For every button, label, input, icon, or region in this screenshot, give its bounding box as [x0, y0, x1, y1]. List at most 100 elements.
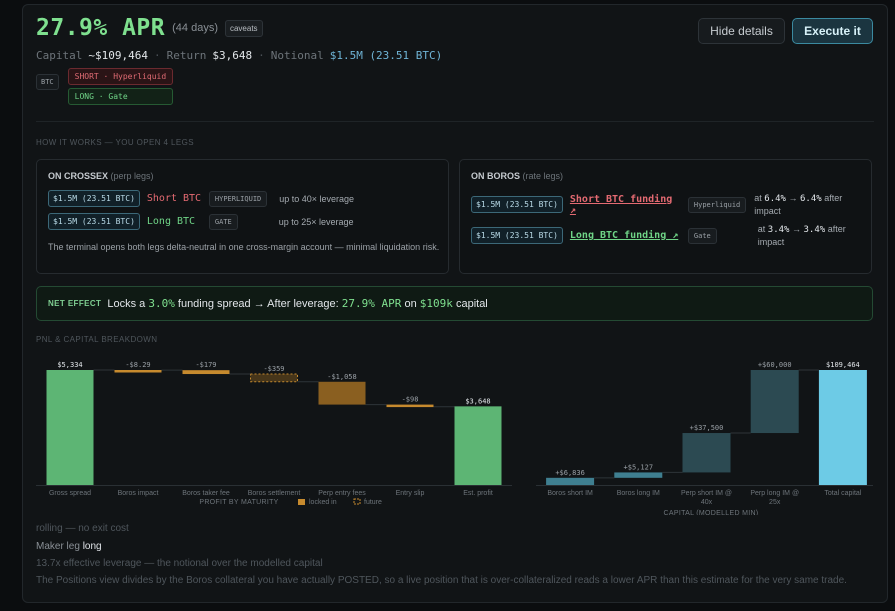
rate-to: 6.4%: [800, 194, 822, 204]
boros-subtitle: (rate legs): [522, 171, 564, 181]
net-text-1: Locks a: [107, 298, 146, 310]
waterfall-bar: [750, 370, 799, 434]
positions-note: The Positions view divides by the Boros …: [36, 575, 847, 586]
impact-prefix: at: [754, 193, 762, 203]
impact-suffix: after impact: [754, 193, 843, 216]
execute-button[interactable]: Execute it: [792, 18, 873, 44]
category-label: Boros taker fee: [182, 490, 230, 497]
apr-headline: 27.9% APR: [36, 15, 166, 41]
maker-leg-label: Maker leg: [36, 541, 80, 552]
category-label: Entry slip: [396, 490, 425, 497]
waterfall-bar: [114, 370, 162, 373]
waterfall-bar: [818, 370, 867, 485]
arrow-icon: →: [788, 193, 798, 203]
net-effect-banner: NET EFFECT Locks a 3.0% funding spread →…: [36, 286, 873, 321]
rolling-note: rolling — no exit cost: [36, 523, 129, 534]
separator: ·: [258, 49, 265, 62]
value-label: +$60,000: [758, 361, 792, 369]
boros-panel: ON BOROS (rate legs) $1.5M (23.51 BTC) S…: [459, 159, 872, 274]
category-label: Perp entry fees: [318, 490, 366, 497]
maker-leg-value: long: [82, 541, 102, 552]
category-label: Boros settlement: [248, 490, 301, 497]
capital-label: Capital: [36, 49, 83, 62]
value-label: $5,334: [57, 361, 82, 369]
net-effect-label: NET EFFECT: [48, 299, 102, 308]
waterfall-bar: [546, 477, 595, 485]
boros-long-row: $1.5M (23.51 BTC) Long BTC funding ↗ Gat…: [471, 223, 858, 248]
boros-title: ON BOROS (rate legs): [471, 171, 563, 181]
rate-from: 3.4%: [767, 225, 790, 235]
divider: [36, 121, 874, 122]
boros-short-row: $1.5M (23.51 BTC) Short BTC funding ↗ Hy…: [471, 192, 854, 217]
opportunity-header: 27.9% APR (44 days) caveats Capital ~$10…: [36, 15, 442, 105]
crossex-short-row: $1.5M (23.51 BTC) Short BTC HYPERLIQUID …: [48, 190, 354, 207]
value-label: $109,464: [826, 361, 860, 369]
crossex-long-row: $1.5M (23.51 BTC) Long BTC GATE up to 25…: [48, 213, 354, 230]
waterfall-bar: [614, 472, 663, 478]
waterfall-bar: [318, 381, 366, 405]
net-text-4: capital: [455, 298, 488, 310]
net-capital: $109k: [419, 297, 453, 310]
asset-tag: BTC: [36, 74, 59, 90]
short-btc-funding-link[interactable]: Short BTC funding ↗: [569, 193, 673, 216]
waterfall-bar: [454, 406, 502, 485]
notional-chip: $1.5M (23.51 BTC): [471, 196, 563, 213]
return-value: $3,648: [212, 49, 253, 62]
profit-waterfall-chart: $5,334 Gross spread -$8.29 Boros impact -$17…: [36, 361, 512, 506]
crossex-panel: ON CROSSEX (perp legs) $1.5M (23.51 BTC)…: [36, 159, 449, 274]
category-label: Boros long IM: [617, 490, 660, 497]
crossex-note: The terminal opens both legs delta-neutr…: [48, 242, 440, 252]
leverage-note: 13.7x effective leverage — the notional …: [36, 558, 323, 569]
long-btc-funding-link[interactable]: Long BTC funding ↗: [569, 230, 679, 241]
breakdown-label: PNL & CAPITAL BREAKDOWN: [36, 335, 158, 344]
return-label: Return: [166, 49, 207, 62]
caveats-badge[interactable]: caveats: [224, 19, 263, 37]
venue-hyperliquid: HYPERLIQUID: [208, 190, 268, 207]
category-label: Gross spread: [49, 490, 91, 497]
notional-chip: $1.5M (23.51 BTC): [48, 190, 140, 207]
separator: ·: [153, 49, 161, 62]
category-label: 40x: [701, 499, 713, 506]
x-axis-title: PROFIT BY MATURITY: [199, 499, 278, 506]
rate-to: 3.4%: [803, 225, 826, 235]
arrow-icon: →: [791, 224, 801, 234]
capital-waterfall-chart: +$6,836 Boros short IM +$5,127 Boros long I…: [536, 361, 873, 515]
rate-impact: at 3.4% → 3.4% after impact: [758, 223, 858, 248]
how-it-works-label: HOW IT WORKS — YOU OPEN 4 LEGS: [36, 138, 194, 147]
funding-spread: 3.0%: [148, 297, 175, 310]
legend-future-swatch: [353, 498, 361, 505]
legend-locked-label: locked in: [309, 499, 337, 506]
waterfall-bar: [682, 433, 731, 473]
value-label: +$5,127: [624, 463, 654, 471]
waterfall-bar: [182, 370, 230, 375]
capital-value: ~$109,464: [88, 49, 148, 62]
category-label: Perp long IM @: [750, 490, 799, 497]
venue-gate: GATE: [208, 213, 238, 230]
notional-value: $1.5M (23.51 BTC): [329, 49, 443, 62]
waterfall-bar: [250, 373, 298, 383]
category-label: Boros impact: [118, 490, 159, 497]
crossex-title-text: ON CROSSEX: [48, 171, 109, 181]
category-label: Boros short IM: [547, 490, 593, 497]
net-apr: 27.9% APR: [341, 297, 402, 310]
value-label: -$8.29: [125, 361, 150, 369]
maker-leg-row: Maker leg long: [36, 541, 102, 552]
hide-details-button[interactable]: Hide details: [698, 18, 785, 44]
impact-prefix: at: [757, 224, 766, 234]
leverage-note: up to 25× leverage: [278, 216, 354, 227]
value-label: +$37,500: [690, 424, 724, 432]
duration-label: (44 days): [172, 22, 218, 34]
legend-locked-swatch: [298, 499, 305, 505]
category-label: Est. profit: [463, 490, 493, 497]
value-label: -$98: [402, 396, 419, 404]
net-text-3: on: [404, 298, 417, 310]
short-leg-pill: SHORT · Hyperliquid: [67, 68, 174, 85]
leverage-note: up to 40× leverage: [279, 193, 355, 204]
venue-hyperliquid: Hyperliquid: [687, 196, 747, 213]
value-label: -$359: [263, 365, 284, 373]
legend-future-label: future: [364, 499, 382, 506]
short-btc-label: Short BTC: [146, 193, 202, 204]
long-btc-label: Long BTC: [146, 216, 196, 227]
value-label: +$6,836: [555, 469, 585, 477]
venue-gate: Gate: [687, 227, 717, 244]
